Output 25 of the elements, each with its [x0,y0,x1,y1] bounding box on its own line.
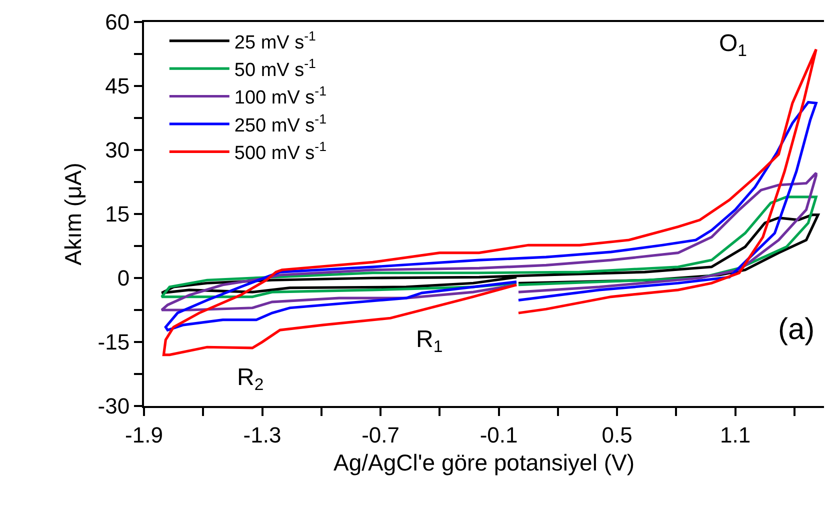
annotation: O$_{1}$ [719,30,748,60]
y-tick-label: 0 [117,266,130,291]
x-tick-label: -1.9 [125,422,163,448]
annotation: R$_{1}$ [416,326,443,356]
annotation: R$_{2}$ [237,364,264,394]
line-series [160,172,818,312]
legend-label: 250 mV s$^{-1}$ [234,111,326,136]
legend-label: 50 mV s$^{-1}$ [234,56,316,81]
y-axis-title: Akım (μA) [60,162,86,266]
y-tick-label: 30 [105,138,130,163]
annotation: (a) [778,313,815,346]
legend-label: 25 mV s$^{-1}$ [234,28,316,54]
y-tick-label: -30 [98,394,130,419]
x-axis-title: Ag/AgCl'e göre potansiyel (V) [334,450,634,476]
x-tick-label: -0.1 [480,422,518,448]
legend-label: 500 mV s$^{-1}$ [234,139,326,164]
x-tick-label: 1.1 [720,422,751,448]
y-tick-label: 15 [105,202,130,227]
legend-label: 100 mV s$^{-1}$ [234,84,326,109]
y-tick-label: 45 [105,74,130,99]
y-tick-label: -15 [98,330,130,355]
x-tick-label: -0.7 [362,422,400,448]
y-tick-label: 60 [105,10,130,35]
x-tick-label: -1.3 [243,422,282,448]
x-tick-label: 0.5 [602,422,632,448]
